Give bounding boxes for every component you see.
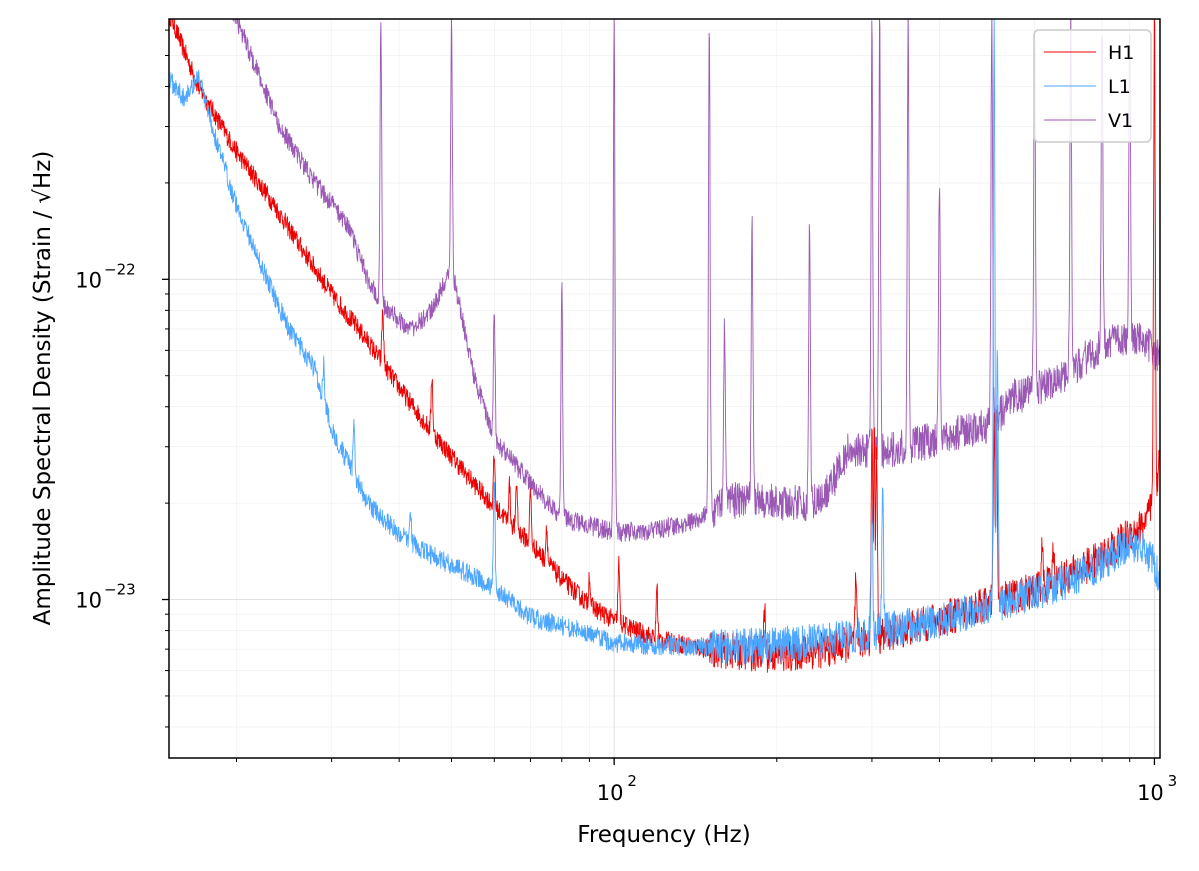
y-tick-exponent: −23 <box>104 581 136 599</box>
x-tick-label: 10 <box>597 781 624 805</box>
legend-label-h1: H1 <box>1108 42 1134 64</box>
x-tick-exponent: 2 <box>627 772 637 790</box>
y-tick-label: 10 <box>75 268 102 292</box>
x-tick-exponent: 3 <box>1168 772 1178 790</box>
series-l1-line <box>169 19 1160 665</box>
y-axis-label: Amplitude Spectral Density (Strain / √Hz… <box>30 151 56 626</box>
x-tick-label: 10 <box>1137 781 1164 805</box>
legend-label-l1: L1 <box>1108 76 1131 98</box>
x-axis-ticks: 10 2 10 3 <box>236 758 1178 805</box>
legend-label-v1: V1 <box>1108 110 1133 132</box>
y-tick-label: 10 <box>75 589 102 613</box>
y-tick-exponent: −22 <box>104 260 136 278</box>
x-axis-label: Frequency (Hz) <box>577 822 750 848</box>
legend: H1 L1 V1 <box>1033 29 1152 143</box>
major-grid <box>169 19 1160 758</box>
series-layer <box>169 19 1160 673</box>
plot-frame <box>168 18 1161 759</box>
